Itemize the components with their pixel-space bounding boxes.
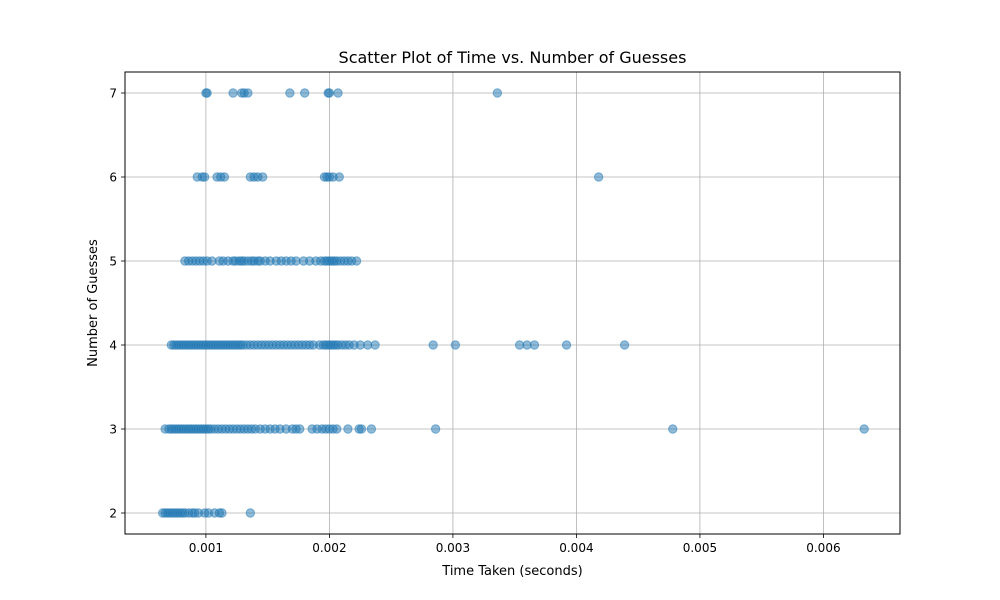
data-point: [370, 340, 380, 350]
data-point: [529, 340, 540, 350]
data-point: [450, 340, 461, 350]
x-tick-label: 0.006: [806, 541, 840, 555]
data-point: [428, 340, 438, 350]
data-point: [430, 424, 441, 434]
data-point: [593, 172, 604, 182]
y-tick-label: 5: [109, 255, 117, 269]
data-point: [199, 172, 210, 182]
x-axis-ticks: 0.001 0.002 0.003 0.004 0.005 0.006: [189, 534, 841, 555]
data-point: [217, 508, 227, 518]
data-point: [332, 424, 342, 434]
data-point: [295, 424, 305, 434]
x-tick-label: 0.001: [189, 541, 223, 555]
data-point: [343, 424, 353, 434]
x-tick-label: 0.005: [683, 541, 717, 555]
chart-title: Scatter Plot of Time vs. Number of Guess…: [339, 48, 687, 67]
x-tick-label: 0.004: [559, 541, 593, 555]
x-axis-label: Time Taken (seconds): [441, 564, 582, 579]
data-point: [334, 172, 344, 182]
data-point: [324, 88, 335, 98]
data-point: [492, 88, 503, 98]
x-tick-label: 0.002: [312, 541, 346, 555]
y-tick-label: 6: [109, 171, 117, 185]
data-point: [356, 424, 367, 434]
y-tick-label: 7: [109, 87, 117, 101]
y-tick-label: 3: [109, 423, 117, 437]
data-point: [258, 172, 268, 182]
data-points: [157, 88, 869, 518]
data-point: [228, 88, 238, 98]
y-tick-label: 2: [109, 507, 117, 521]
data-point: [243, 88, 253, 98]
plot-frame: [124, 71, 901, 535]
data-point: [668, 424, 678, 434]
data-point: [219, 172, 230, 182]
data-point: [366, 424, 377, 434]
y-axis-ticks: 2 3 4 5 6 7: [109, 87, 125, 521]
data-point: [285, 88, 295, 98]
x-tick-label: 0.003: [436, 541, 470, 555]
data-point: [333, 88, 343, 98]
data-point: [859, 424, 869, 434]
data-point: [201, 88, 211, 98]
data-point: [619, 340, 630, 350]
y-axis-label: Number of Guesses: [86, 239, 101, 367]
data-point: [300, 88, 310, 98]
data-point: [351, 256, 362, 266]
data-point: [561, 340, 572, 350]
y-tick-label: 4: [109, 339, 117, 353]
data-point: [245, 508, 256, 518]
